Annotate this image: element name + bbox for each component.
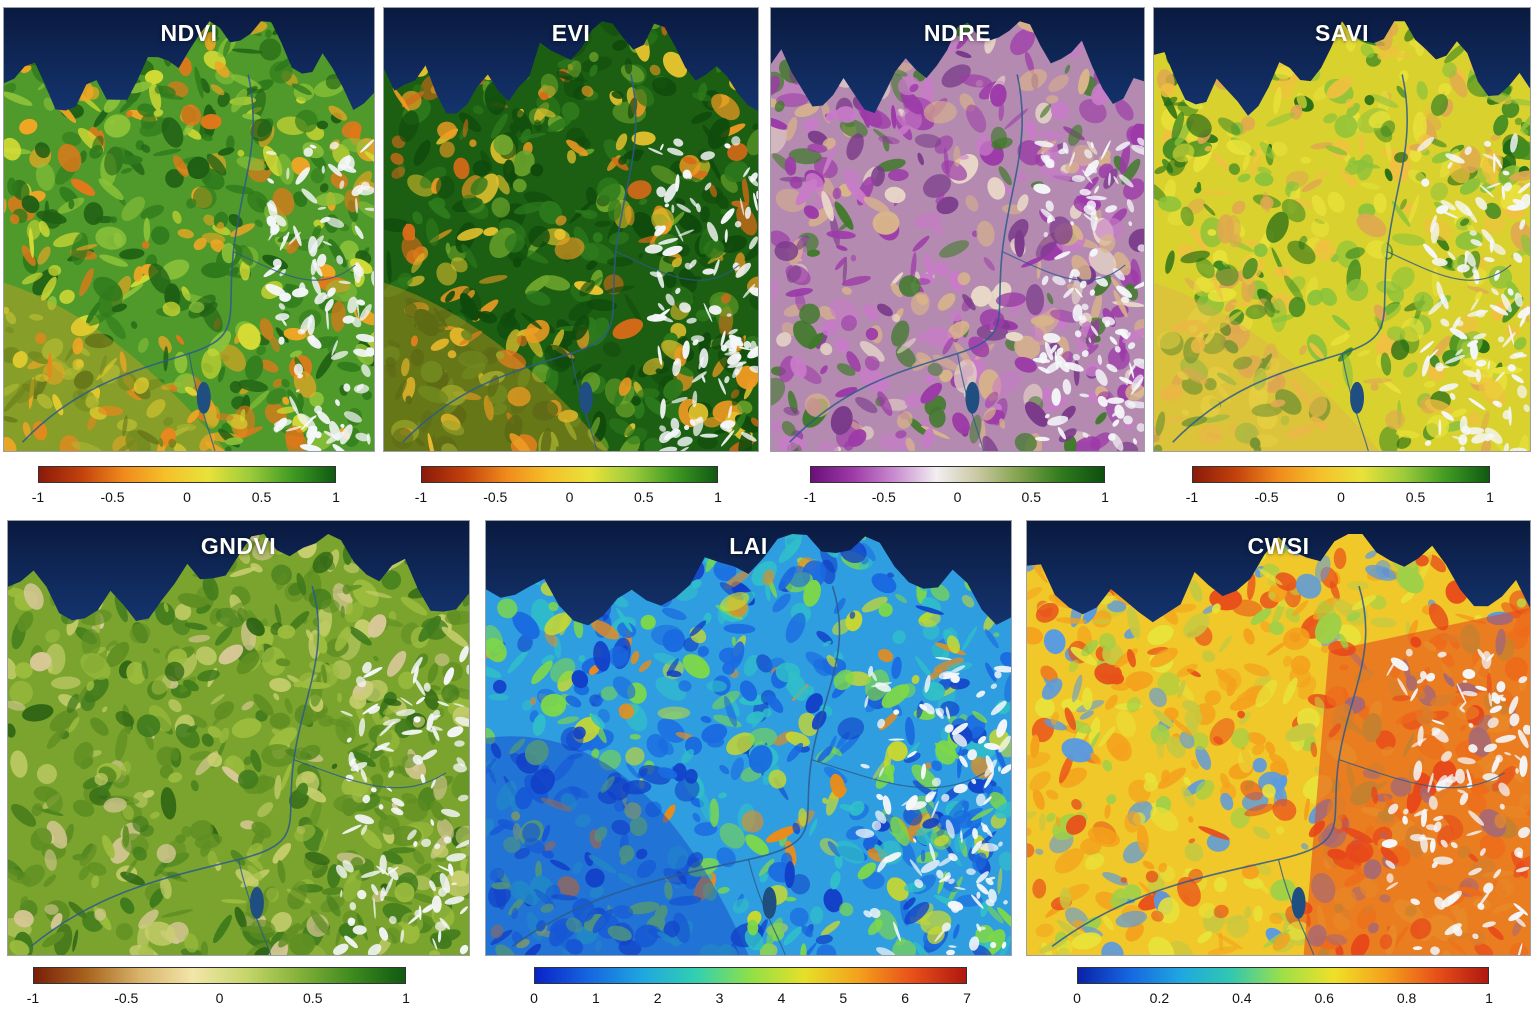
colorbar-tick-label: -0.5: [483, 489, 508, 505]
ndre-map-panel: NDRE: [770, 7, 1145, 452]
sea-area: [1154, 8, 1530, 116]
colorbar-tick-label: -0.5: [100, 489, 125, 505]
cwsi-colorbar: [1077, 967, 1489, 984]
ndvi-title: NDVI: [160, 20, 218, 46]
colorbar-tick-label: 0.5: [303, 990, 323, 1006]
colorbar-tick-label: 3: [715, 990, 724, 1006]
savi-map: [1154, 8, 1530, 451]
lai-title: LAI: [729, 533, 768, 559]
colorbar-tick-label: 0.5: [251, 489, 272, 505]
sea-area: [1027, 521, 1530, 623]
colorbar-tick-label: 0: [1073, 990, 1081, 1006]
colorbar-tick-label: -1: [31, 489, 45, 505]
colorbar-tick-label: 1: [591, 990, 600, 1006]
colorbar-tick-label: -1: [803, 489, 817, 505]
colorbar-tick-label: 0.8: [1396, 990, 1417, 1006]
colorbar-tick-label: 0: [183, 489, 191, 505]
colorbar-tick-label: 0: [565, 489, 574, 505]
colorbar-tick-label: -1: [414, 489, 428, 505]
savi-colorbar: [1192, 466, 1490, 483]
colorbar-tick-label: 6: [901, 990, 910, 1006]
ndvi-map-panel: NDVI: [3, 7, 375, 452]
colorbar-tick-label: -1: [26, 990, 40, 1006]
colorbar-tick-label: 2: [653, 990, 662, 1006]
lai-map: [486, 521, 1011, 955]
cwsi-map-panel: CWSI: [1026, 520, 1531, 956]
colorbar-tick-label: 1: [332, 489, 340, 505]
ndvi-map: [4, 8, 374, 451]
evi-title: EVI: [551, 20, 591, 46]
colorbar-tick-label: 1: [1101, 489, 1109, 505]
cwsi-map: [1027, 521, 1530, 955]
colorbar-tick-label: 7: [963, 990, 971, 1006]
colorbar-tick-label: 1: [714, 489, 722, 505]
gndvi-title: GNDVI: [200, 533, 277, 559]
sea-area: [384, 8, 758, 114]
ndre-colorbar: [810, 466, 1105, 483]
colorbar-tick-label: 0.6: [1314, 990, 1334, 1006]
cwsi-title: CWSI: [1247, 533, 1310, 559]
colorbar-tick-label: -0.5: [114, 990, 139, 1006]
colorbar-tick-label: 0.4: [1232, 990, 1252, 1006]
sea-area: [8, 521, 469, 622]
sea-area: [486, 521, 1011, 626]
gndvi-map-panel: GNDVI: [7, 520, 470, 956]
ndre-title: NDRE: [923, 20, 992, 46]
colorbar-tick-label: -0.5: [871, 489, 896, 505]
colorbar-tick-label: 0.5: [1405, 489, 1426, 505]
savi-title: SAVI: [1315, 20, 1369, 46]
colorbar-tick-label: 0: [953, 489, 962, 505]
evi-map-panel: EVI: [383, 7, 759, 452]
colorbar-tick-label: 0: [215, 990, 224, 1006]
evi-colorbar: [421, 466, 718, 483]
lai-map-panel: LAI: [485, 520, 1012, 956]
ndvi-colorbar: [38, 466, 336, 483]
colorbar-tick-label: -1: [1185, 489, 1199, 505]
evi-map: [384, 8, 758, 451]
colorbar-tick-label: 0.5: [634, 489, 654, 505]
lai-colorbar: [534, 967, 967, 984]
colorbar-tick-label: 4: [777, 990, 786, 1006]
colorbar-tick-label: 1: [1485, 990, 1493, 1006]
colorbar-tick-label: 1: [402, 990, 410, 1006]
sea-area: [771, 8, 1144, 114]
colorbar-tick-label: 0.5: [1021, 489, 1041, 505]
colorbar-tick-label: 5: [839, 990, 848, 1006]
colorbar-tick-label: 0: [530, 990, 538, 1006]
ndre-map: [771, 8, 1144, 451]
savi-map-panel: SAVI: [1153, 7, 1531, 452]
colorbar-tick-label: -0.5: [1254, 489, 1279, 505]
colorbar-tick-label: 0: [1337, 489, 1345, 505]
gndvi-colorbar: [33, 967, 406, 984]
gndvi-map: [8, 521, 469, 955]
colorbar-tick-label: 0.2: [1149, 990, 1170, 1006]
sea-area: [4, 8, 374, 111]
colorbar-tick-label: 1: [1486, 489, 1494, 505]
